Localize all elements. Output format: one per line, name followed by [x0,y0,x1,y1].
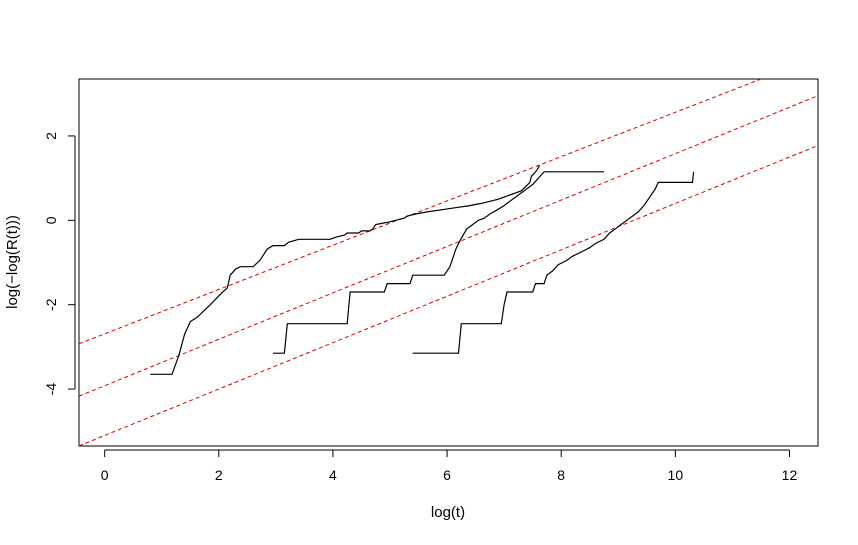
x-tick-label: 10 [668,467,684,483]
y-tick-label: -2 [43,298,59,311]
series-lines [150,165,695,375]
x-tick-label: 8 [557,467,565,483]
reference-line [78,78,762,345]
reference-lines [78,78,819,447]
reference-line [78,95,819,397]
y-tick-label: 2 [43,132,59,140]
x-tick-label: 6 [443,467,451,483]
series-line [273,171,604,354]
y-tick-label: -4 [43,383,59,396]
plot-frame [78,78,819,447]
series-line [412,171,695,354]
x-axis: 0 2 4 6 8 10 12 [101,449,798,483]
x-axis-title: log(t) [431,504,465,521]
x-tick-label: 2 [215,467,223,483]
x-tick-label: 0 [101,467,109,483]
series-line [150,165,541,375]
reference-line [78,144,819,447]
y-axis: -4 -2 0 2 [43,132,76,396]
x-tick-label: 4 [329,467,337,483]
y-axis-title: log(−log(R(t))) [4,215,21,309]
x-tick-label: 12 [782,467,798,483]
y-tick-label: 0 [43,216,59,224]
